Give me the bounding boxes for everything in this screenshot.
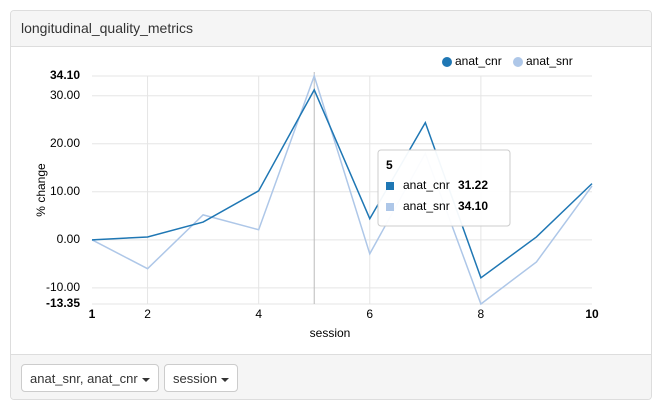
tooltip-value: 34.10 — [458, 199, 488, 213]
legend-label: anat_snr — [526, 54, 573, 68]
x-tick-label: 10 — [585, 307, 599, 321]
legend-marker — [442, 57, 452, 67]
tooltip-name: anat_cnr — [403, 178, 450, 192]
legend-marker — [513, 57, 523, 67]
tooltip-value: 31.22 — [458, 178, 488, 192]
tooltip-swatch — [386, 203, 394, 211]
panel-title: longitudinal_quality_metrics — [11, 11, 651, 47]
button-label: anat_snr, anat_cnr — [30, 371, 138, 386]
series-button[interactable]: anat_snr, anat_cnr — [21, 364, 159, 392]
x-tick-label: 8 — [478, 307, 485, 321]
x-axis-title: session — [310, 326, 351, 340]
y-tick-label: 20.00 — [50, 136, 80, 150]
x-tick-label: 4 — [255, 307, 262, 321]
y-tick-label: 34.10 — [50, 68, 80, 82]
y-axis-title: % change — [34, 163, 48, 217]
y-tick-label: -10.00 — [46, 280, 80, 294]
tooltip-swatch — [386, 182, 394, 190]
tooltip-box — [377, 149, 511, 227]
x-tick-label: 6 — [366, 307, 373, 321]
x-tick-label: 1 — [89, 307, 96, 321]
legend-label: anat_cnr — [455, 54, 502, 68]
tooltip: 5 anat_cnr 31.22 anat_snr 34.10 — [377, 149, 511, 227]
tooltip-name: anat_snr — [403, 199, 450, 213]
y-tick-label: -13.35 — [46, 296, 80, 310]
series-line — [91, 88, 593, 280]
y-tick-label: 10.00 — [50, 184, 80, 198]
series-line — [91, 73, 593, 306]
panel: longitudinal_quality_metrics anat_snr, a… — [10, 10, 652, 400]
x-button[interactable]: session — [164, 364, 239, 392]
tooltip-title: 5 — [386, 158, 393, 172]
y-tick-label: 0.00 — [57, 232, 81, 246]
panel-footer: anat_snr, anat_cnr session — [11, 354, 651, 399]
button-label: session — [173, 371, 218, 386]
x-tick-label: 2 — [144, 307, 151, 321]
y-tick-label: 30.00 — [50, 88, 80, 102]
